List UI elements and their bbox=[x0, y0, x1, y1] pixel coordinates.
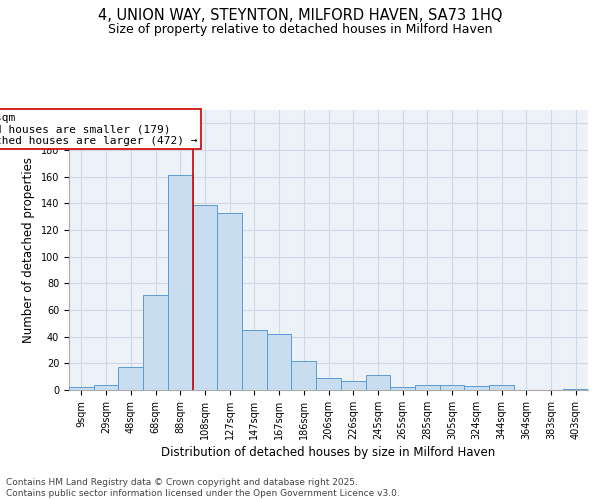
Bar bbox=[118, 368, 143, 390]
Bar bbox=[464, 386, 489, 390]
Bar bbox=[316, 378, 341, 390]
Bar bbox=[341, 380, 365, 390]
X-axis label: Distribution of detached houses by size in Milford Haven: Distribution of detached houses by size … bbox=[161, 446, 496, 459]
Bar bbox=[365, 376, 390, 390]
Y-axis label: Number of detached properties: Number of detached properties bbox=[22, 157, 35, 343]
Text: Size of property relative to detached houses in Milford Haven: Size of property relative to detached ho… bbox=[108, 22, 492, 36]
Bar bbox=[489, 384, 514, 390]
Bar bbox=[390, 388, 415, 390]
Bar bbox=[168, 176, 193, 390]
Bar bbox=[94, 384, 118, 390]
Text: Contains HM Land Registry data © Crown copyright and database right 2025.
Contai: Contains HM Land Registry data © Crown c… bbox=[6, 478, 400, 498]
Bar bbox=[242, 330, 267, 390]
Bar bbox=[415, 384, 440, 390]
Text: 4, UNION WAY, STEYNTON, MILFORD HAVEN, SA73 1HQ: 4, UNION WAY, STEYNTON, MILFORD HAVEN, S… bbox=[98, 8, 502, 22]
Bar bbox=[69, 388, 94, 390]
Bar bbox=[292, 360, 316, 390]
Bar bbox=[193, 204, 217, 390]
Bar bbox=[440, 384, 464, 390]
Bar bbox=[143, 296, 168, 390]
Bar bbox=[217, 212, 242, 390]
Bar bbox=[267, 334, 292, 390]
Text: 4 UNION WAY: 101sqm
← 27% of detached houses are smaller (179)
70% of semi-detac: 4 UNION WAY: 101sqm ← 27% of detached ho… bbox=[0, 113, 198, 146]
Bar bbox=[563, 388, 588, 390]
